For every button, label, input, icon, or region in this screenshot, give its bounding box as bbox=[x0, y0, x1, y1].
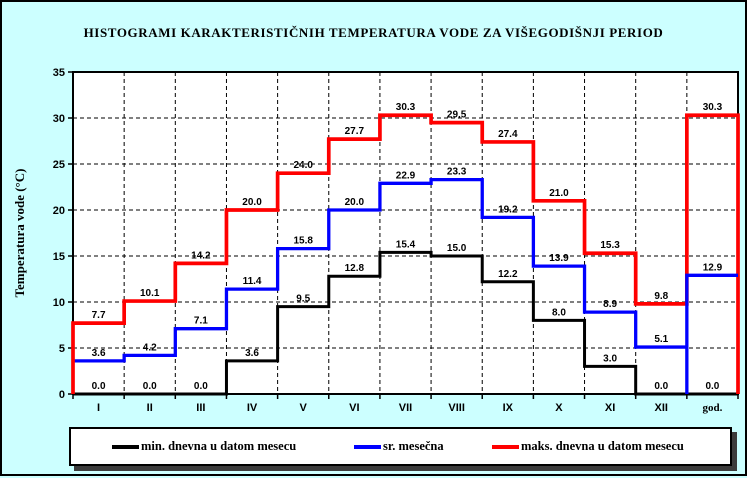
value-label: 12.9 bbox=[703, 262, 723, 273]
value-label: 19.2 bbox=[498, 204, 518, 215]
y-tick-label: 0 bbox=[59, 389, 65, 401]
plot-area bbox=[73, 72, 738, 394]
value-label: 20.0 bbox=[242, 197, 262, 208]
value-label: 23.3 bbox=[447, 167, 467, 178]
value-label: 0.0 bbox=[705, 381, 719, 392]
chart-title: HISTOGRAMI KARAKTERISTIČNIH TEMPERATURA … bbox=[83, 25, 664, 40]
x-tick-label: VIII bbox=[448, 402, 465, 414]
value-label: 24.0 bbox=[293, 160, 313, 171]
value-label: 15.4 bbox=[396, 239, 416, 250]
value-label: 27.4 bbox=[498, 129, 518, 140]
value-label: 15.3 bbox=[600, 240, 620, 251]
y-tick-label: 35 bbox=[53, 67, 65, 79]
value-label: 15.8 bbox=[293, 236, 313, 247]
x-tick-label: god. bbox=[702, 402, 722, 414]
x-axis-labels: I II III IV V VI VII VIII IX X XI XII god. bbox=[97, 402, 723, 414]
value-label: 0.0 bbox=[194, 381, 208, 392]
legend-item-sr: sr. mesečna bbox=[354, 429, 444, 464]
value-label: 10.1 bbox=[140, 288, 160, 299]
value-label: 12.2 bbox=[498, 269, 518, 280]
x-tick-label: X bbox=[555, 402, 563, 414]
value-label: 8.0 bbox=[552, 307, 566, 318]
value-label: 11.4 bbox=[243, 276, 262, 287]
x-tick-label: IX bbox=[503, 402, 514, 414]
x-tick-label: I bbox=[97, 402, 100, 414]
x-tick-label: XI bbox=[605, 402, 615, 414]
value-label: 3.6 bbox=[245, 348, 259, 359]
value-label: 30.3 bbox=[703, 102, 723, 113]
series-sr-line bbox=[73, 177, 687, 363]
value-label: 30.3 bbox=[396, 102, 416, 113]
series-sr-line-god bbox=[685, 273, 738, 394]
value-label: 8.9 bbox=[603, 299, 617, 310]
value-label: 29.5 bbox=[447, 110, 467, 121]
value-label: 15.0 bbox=[447, 243, 467, 254]
value-label: 20.0 bbox=[345, 197, 365, 208]
x-tick-label: VI bbox=[349, 402, 359, 414]
value-label: 3.0 bbox=[603, 353, 617, 364]
value-label: 9.5 bbox=[296, 294, 310, 305]
value-label: 13.9 bbox=[549, 253, 569, 264]
x-tick-label: V bbox=[300, 402, 308, 414]
legend: min. dnevna u datom mesecu sr. mesečna m… bbox=[69, 427, 732, 466]
x-tick-label: II bbox=[147, 402, 153, 414]
y-tick-label: 5 bbox=[59, 343, 65, 355]
legend-item-maks: maks. dnevna u datom mesecu bbox=[492, 429, 684, 464]
y-tick-label: 30 bbox=[53, 113, 65, 125]
legend-label-sr: sr. mesečna bbox=[383, 439, 444, 453]
legend-line-swatch-min bbox=[112, 444, 139, 449]
legend-line-swatch-sr bbox=[354, 444, 381, 449]
value-label: 0.0 bbox=[654, 381, 668, 392]
value-label: 9.8 bbox=[654, 291, 668, 302]
value-label: 7.1 bbox=[194, 316, 208, 327]
value-label: 0.0 bbox=[143, 381, 157, 392]
legend-label-maks: maks. dnevna u datom mesecu bbox=[521, 439, 684, 453]
x-tick-label: III bbox=[196, 402, 205, 414]
legend-line-swatch-maks bbox=[492, 444, 519, 449]
x-tick-label: IV bbox=[247, 402, 258, 414]
value-label: 14.2 bbox=[191, 250, 211, 261]
y-tick-label: 15 bbox=[53, 251, 65, 263]
x-tick-label: VII bbox=[399, 402, 412, 414]
value-label: 21.0 bbox=[549, 188, 569, 199]
y-tick-label: 25 bbox=[53, 159, 65, 171]
value-label: 3.6 bbox=[92, 348, 106, 359]
value-label: 27.7 bbox=[345, 126, 365, 137]
value-label: 5.1 bbox=[654, 334, 668, 345]
series-maks-line bbox=[71, 113, 740, 394]
y-tick-label: 20 bbox=[53, 205, 65, 217]
legend-label-min: min. dnevna u datom mesecu bbox=[141, 439, 297, 453]
y-tick-label: 10 bbox=[53, 297, 65, 309]
x-tick-label: XII bbox=[655, 402, 668, 414]
value-labels: 0.0 0.0 0.0 3.6 9.5 12.8 15.4 15.0 12.2 8.0 3.0 0.0… bbox=[92, 102, 723, 392]
y-axis-title: Temperatura vode (°C) bbox=[12, 169, 27, 298]
value-label: 7.7 bbox=[92, 310, 106, 321]
series-min-line bbox=[73, 250, 738, 396]
value-label: 0.0 bbox=[92, 381, 106, 392]
value-label: 12.8 bbox=[345, 263, 365, 274]
value-label: 4.2 bbox=[143, 342, 157, 353]
value-label: 22.9 bbox=[396, 170, 416, 181]
y-axis-labels: 0 5 10 15 20 25 30 35 bbox=[53, 67, 65, 401]
legend-item-min: min. dnevna u datom mesecu bbox=[112, 429, 296, 464]
